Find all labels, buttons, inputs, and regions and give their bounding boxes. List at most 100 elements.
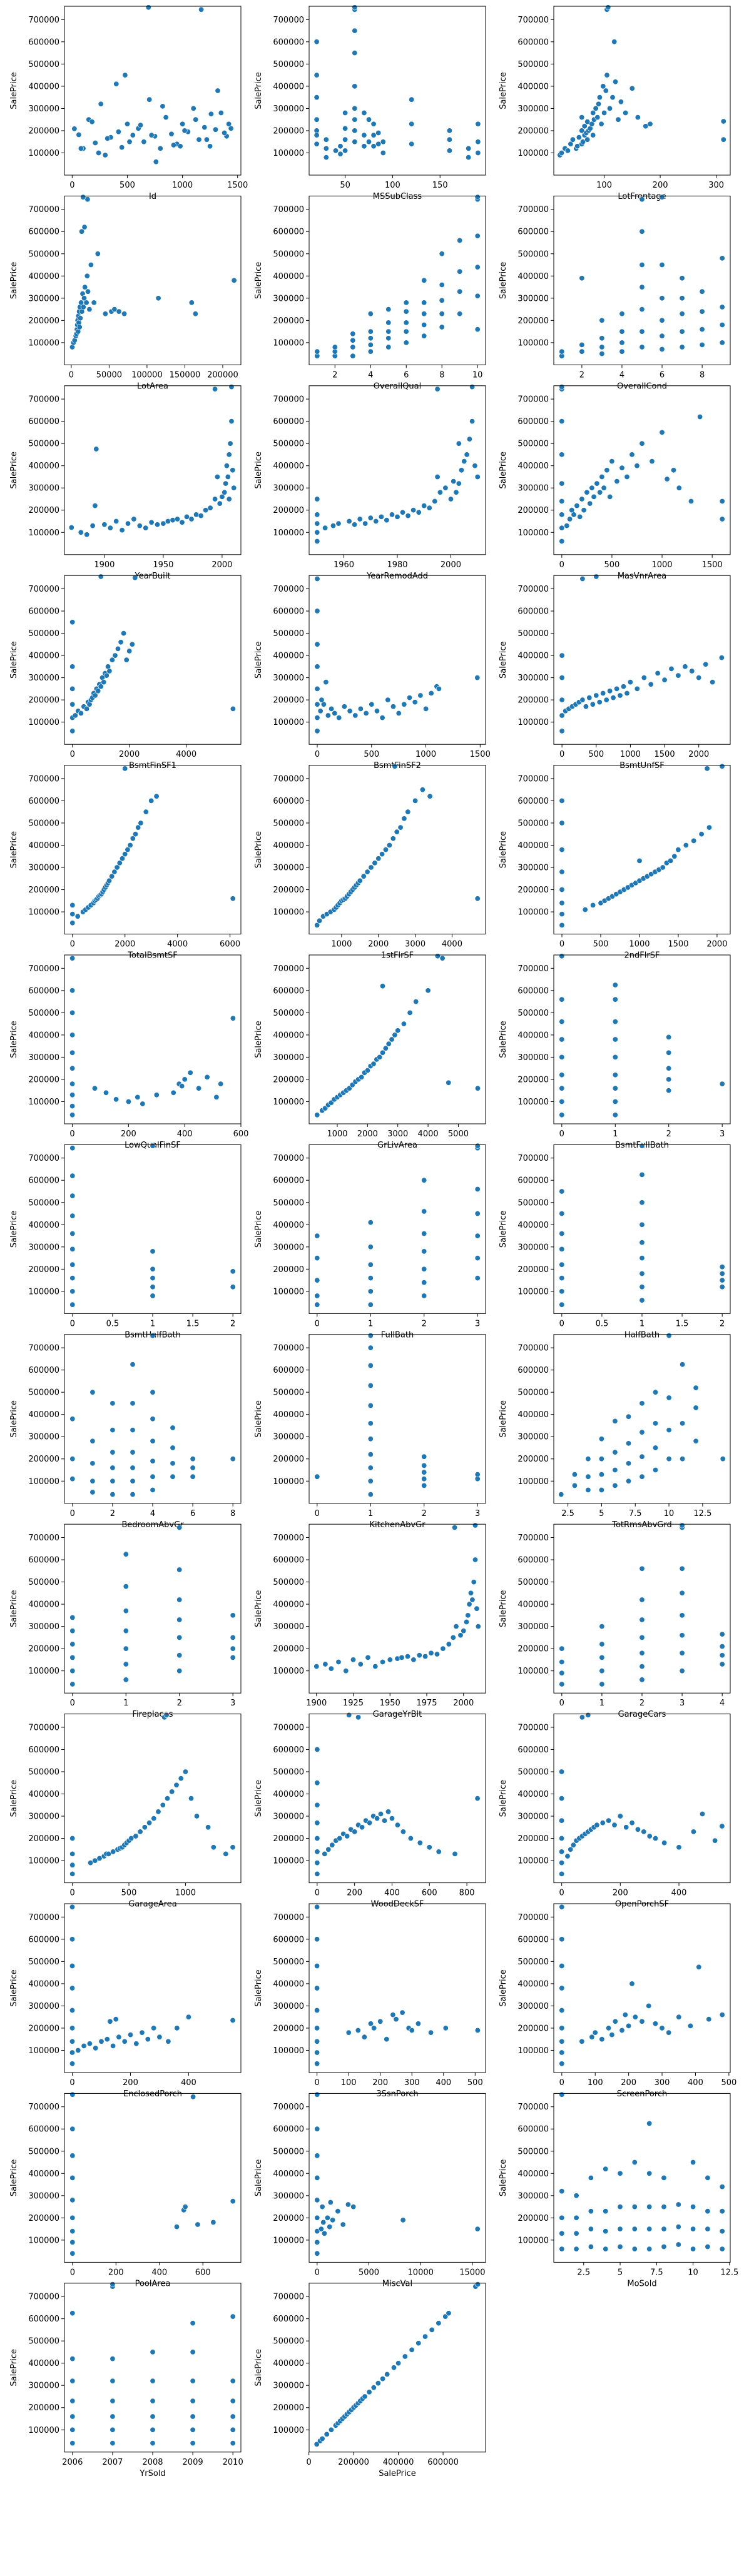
y-tick-label: 500000 [517,1767,549,1777]
y-tick-label: 300000 [28,294,59,303]
x-tick-label: 100000 [131,370,163,380]
data-point [69,2310,76,2316]
y-tick-label: 500000 [28,1957,59,1967]
data-point [593,573,599,580]
data-point [639,1617,645,1623]
y-tick-label: 500000 [28,1009,59,1018]
data-point [314,2174,320,2181]
data-point [104,2036,110,2043]
data-point [609,2032,615,2038]
data-point [611,39,618,45]
data-point [125,847,131,853]
data-point [646,2170,653,2176]
data-point [319,2204,325,2210]
y-tick-label: 200000 [28,1265,59,1275]
x-tick-label: 2 [230,1319,235,1328]
data-point [350,353,356,359]
data-point [579,275,585,281]
data-point [365,139,372,145]
x-axis-label: YearRemodAdd [366,572,428,581]
data-point [69,685,76,692]
y-tick-label: 100000 [28,718,59,727]
data-point [417,692,424,699]
data-point [601,110,608,116]
data-point [699,288,705,295]
data-point [150,1284,156,1290]
data-point [666,1049,672,1056]
data-point [559,2008,565,2014]
y-tick-label: 100000 [273,2046,304,2056]
data-point [230,2378,236,2384]
y-tick-label: 700000 [517,1533,549,1543]
y-tick-label: 400000 [28,82,59,91]
data-point [570,1842,576,1848]
data-point [123,1608,129,1614]
data-point [559,2091,565,2098]
data-point [190,2094,196,2100]
data-point [314,1985,320,1991]
y-tick-label: 700000 [517,1723,549,1732]
y-tick-label: 100000 [28,908,59,917]
data-point [666,1076,672,1083]
data-point [130,1449,136,1455]
data-point [89,1478,96,1484]
data-point [567,516,573,522]
plot-frame [308,2283,486,2453]
plot-frame [308,1903,486,2073]
y-tick-label: 600000 [273,2315,304,2324]
data-point [719,1264,725,1270]
data-point [634,114,641,121]
y-tick-label: 200000 [28,696,59,705]
data-point [559,1936,565,1942]
y-axis-label: SalePrice [9,1211,19,1248]
data-point [122,851,128,857]
x-tick-label: 1000 [172,181,193,190]
x-tick-label: 100 [596,181,612,190]
y-axis-label: SalePrice [254,2349,263,2387]
y-axis-label: SalePrice [499,1590,508,1627]
y-tick-label: 600000 [517,1556,549,1565]
y-axis-label: SalePrice [9,1021,19,1058]
data-point [422,2333,428,2340]
x-axis-label: GarageArea [128,1900,177,1909]
data-point [181,128,188,134]
data-point [639,1297,645,1303]
data-point [720,1456,726,1462]
data-point [458,467,464,473]
y-tick-label: 500000 [273,60,304,69]
data-point [593,692,599,699]
data-point [379,1659,385,1665]
data-point [559,2049,565,2056]
data-point [107,2018,113,2024]
data-point [421,277,427,283]
data-point [584,136,591,143]
y-tick-label: 600000 [517,228,549,237]
plot-frame [308,1714,486,1884]
data-point [69,2091,76,2098]
data-point [219,493,225,500]
x-tick-label: 1980 [387,560,407,570]
data-point [679,311,685,317]
data-point [367,1244,374,1250]
y-tick-label: 700000 [517,16,549,25]
y-tick-label: 700000 [273,585,304,594]
data-point [230,1634,236,1640]
data-point [160,1802,166,1808]
data-point [314,2215,320,2221]
data-point [81,295,88,301]
data-point [394,513,400,520]
data-point [574,143,581,149]
plot-frame [553,385,731,555]
data-point [594,114,601,121]
data-point [399,2009,405,2016]
x-tick-label: 600 [233,1129,249,1139]
data-point [150,2440,156,2447]
x-tick-label: 400000 [383,2458,414,2467]
data-point [679,1650,685,1656]
y-tick-label: 700000 [28,1344,59,1353]
data-point [705,2174,711,2181]
data-point [421,503,427,509]
x-axis-label: Id [149,192,156,201]
y-tick-label: 400000 [517,1790,549,1799]
data-point [666,1395,672,1401]
